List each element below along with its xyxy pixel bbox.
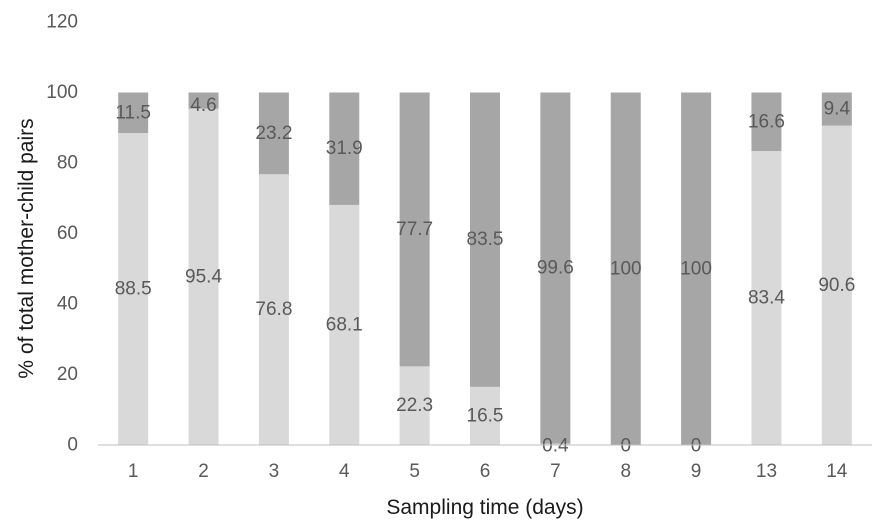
data-label-6-series-1: 16.5 xyxy=(467,405,504,426)
bar-segment-4-series-2 xyxy=(329,92,360,205)
bar-segment-14-series-1 xyxy=(821,125,852,445)
x-tick-label: 4 xyxy=(339,461,350,482)
x-tick-label: 8 xyxy=(620,461,631,482)
data-label-3-series-1: 76.8 xyxy=(255,299,292,320)
x-tick-label: 14 xyxy=(826,461,848,482)
bar-segment-9-series-2 xyxy=(681,92,712,445)
x-tick-label: 1 xyxy=(128,461,139,482)
bar-segment-13-series-2 xyxy=(751,92,782,152)
x-tick-label: 6 xyxy=(480,461,491,482)
data-label-1-series-2: 11.5 xyxy=(115,102,151,123)
data-label-8-series-2: 100 xyxy=(610,258,642,279)
y-tick-label: 20 xyxy=(57,364,78,385)
data-label-9-series-1: 0 xyxy=(691,436,702,457)
bar-segment-6-series-1 xyxy=(470,386,500,445)
bar-segment-1-series-2 xyxy=(118,92,149,134)
bar-segment-5-series-2 xyxy=(399,92,430,367)
data-label-8-series-1: 0 xyxy=(620,436,631,457)
x-axis-title: Sampling time (days) xyxy=(386,496,583,519)
data-label-2-series-1: 95.4 xyxy=(185,266,222,287)
bar-segment-3-series-1 xyxy=(258,174,289,445)
bar-segment-7-series-2 xyxy=(540,92,571,444)
bar-segment-6-series-2 xyxy=(470,92,500,387)
data-label-7-series-2: 99.6 xyxy=(537,258,574,279)
data-label-5-series-2: 77.7 xyxy=(396,219,433,240)
data-label-3-series-2: 23.2 xyxy=(255,123,292,144)
bar-segment-13-series-1 xyxy=(751,151,782,445)
bar-segment-4-series-1 xyxy=(329,204,360,445)
data-label-14-series-2: 9.4 xyxy=(824,99,851,120)
x-tick-label: 13 xyxy=(756,461,777,482)
x-tick-label: 2 xyxy=(198,461,209,482)
data-label-13-series-1: 83.4 xyxy=(748,288,785,309)
data-label-14-series-1: 90.6 xyxy=(818,275,855,296)
data-label-9-series-2: 100 xyxy=(680,258,712,279)
bar-segment-8-series-2 xyxy=(610,92,641,445)
bar-segment-7-series-1 xyxy=(540,443,571,445)
data-label-1-series-1: 88.5 xyxy=(115,279,152,300)
y-tick-label: 60 xyxy=(57,223,78,244)
x-tick-label: 5 xyxy=(409,461,420,482)
y-axis-title: % of total mother-child pairs xyxy=(15,118,38,378)
data-label-2-series-2: 4.6 xyxy=(190,95,216,116)
x-tick-label: 3 xyxy=(269,461,280,482)
bar-segment-1-series-1 xyxy=(118,133,149,446)
x-tick-label: 9 xyxy=(691,461,702,482)
y-tick-label: 0 xyxy=(67,435,78,456)
data-label-6-series-2: 83.5 xyxy=(467,229,504,250)
y-tick-label: 100 xyxy=(46,82,78,103)
y-tick-label: 80 xyxy=(57,153,78,174)
data-label-5-series-1: 22.3 xyxy=(396,395,433,416)
data-label-4-series-1: 68.1 xyxy=(326,314,363,335)
y-tick-label: 40 xyxy=(57,294,78,315)
bar-segment-3-series-2 xyxy=(258,92,289,175)
bar-segment-5-series-1 xyxy=(399,366,430,445)
bar-segment-2-series-2 xyxy=(188,92,219,109)
y-tick-label: 120 xyxy=(46,12,78,33)
data-label-4-series-2: 31.9 xyxy=(326,138,363,159)
bar-segment-2-series-1 xyxy=(188,108,219,446)
data-label-7-series-1: 0.4 xyxy=(542,436,569,457)
bar-segment-14-series-2 xyxy=(821,92,852,126)
x-tick-label: 7 xyxy=(550,461,561,482)
data-label-13-series-2: 16.6 xyxy=(748,111,785,132)
